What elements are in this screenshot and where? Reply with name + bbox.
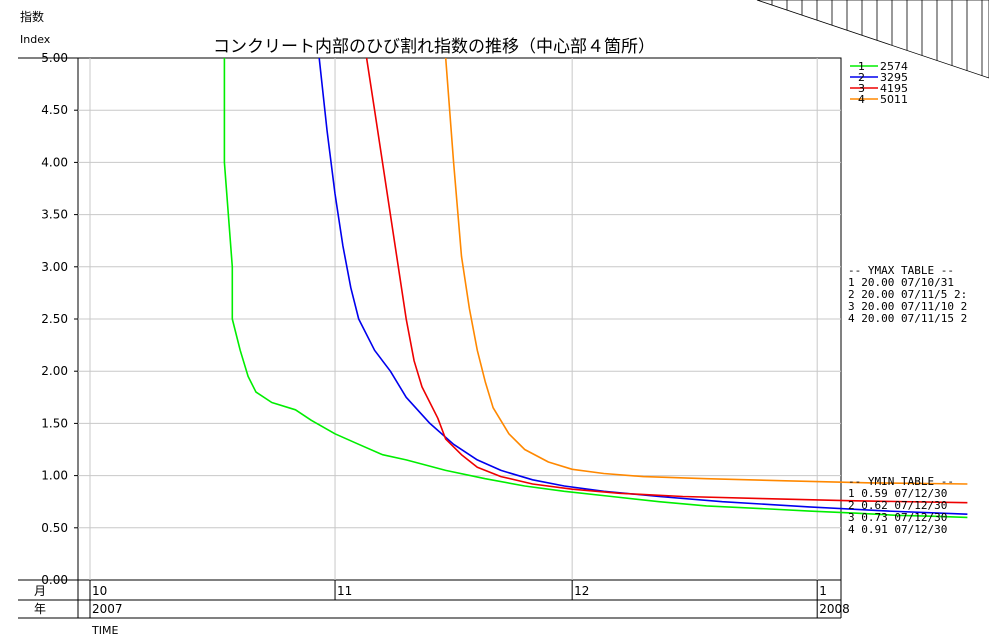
y-axis-label-en: Index bbox=[20, 33, 51, 46]
series-line-2 bbox=[318, 57, 968, 515]
y-tick-label: 4.00 bbox=[41, 155, 68, 169]
legend-index: 3 bbox=[858, 82, 865, 95]
y-tick-label: 2.50 bbox=[41, 312, 68, 326]
corner-hatch-decoration bbox=[756, 0, 989, 79]
grid-lines bbox=[74, 57, 841, 581]
legend-label: 3295 bbox=[880, 71, 908, 84]
ymax-table-row: 1 20.00 07/10/31 bbox=[848, 276, 954, 289]
legend-index: 4 bbox=[858, 93, 865, 106]
legend-label: 5011 bbox=[880, 93, 908, 106]
ymin-table-row: 2 0.62 07/12/30 bbox=[848, 499, 947, 512]
y-tick-labels: 0.00 0.50 1.00 1.50 2.00 2.50 3.00 3.50 4.00 4.50… bbox=[41, 51, 68, 587]
ymin-table-row: 1 0.59 07/12/30 bbox=[848, 487, 947, 500]
y-axis-label-jp: 指数 bbox=[20, 9, 44, 24]
ymin-table-header: -- YMIN TABLE -- bbox=[848, 475, 954, 488]
y-tick-label: 0.50 bbox=[41, 521, 68, 535]
hatch-outline bbox=[756, 0, 989, 79]
legend-index: 1 bbox=[858, 60, 865, 73]
legend: 1 2574 2 3295 3 4195 4 5011 bbox=[850, 60, 908, 106]
series-line-3 bbox=[365, 57, 968, 504]
legend-label: 4195 bbox=[880, 82, 908, 95]
y-tick-label: 3.00 bbox=[41, 260, 68, 274]
legend-label: 2574 bbox=[880, 60, 908, 73]
year-label: 2007 bbox=[92, 602, 123, 616]
ymax-table-header: -- YMAX TABLE -- bbox=[848, 264, 954, 277]
ymin-table-row: 4 0.91 07/12/30 bbox=[848, 523, 947, 536]
y-tick-label: 4.50 bbox=[41, 103, 68, 117]
y-tick-label: 1.50 bbox=[41, 416, 68, 430]
series-lines bbox=[223, 57, 968, 519]
x-axis-label: TIME bbox=[91, 624, 118, 636]
y-tick-label: 5.00 bbox=[41, 51, 68, 65]
y-tick-label: 0.00 bbox=[41, 573, 68, 587]
month-row-label: 月 bbox=[34, 584, 46, 598]
x-axis-rows: 10 11 12 1 2007 2008 bbox=[89, 580, 850, 618]
month-label: 1 bbox=[819, 584, 827, 598]
ymax-table: -- YMAX TABLE -- 1 20.00 07/10/31 2 20.0… bbox=[848, 264, 967, 325]
y-tick-label: 2.00 bbox=[41, 364, 68, 378]
chart-title: コンクリート内部のひび割れ指数の推移（中心部４箇所） bbox=[213, 37, 655, 57]
legend-index: 2 bbox=[858, 71, 865, 84]
ymax-table-row: 2 20.00 07/11/5 2: bbox=[848, 288, 967, 301]
ymax-table-row: 3 20.00 07/11/10 2 bbox=[848, 300, 967, 313]
year-row-label: 年 bbox=[34, 602, 46, 616]
series-line-4 bbox=[444, 57, 968, 485]
ymin-table: -- YMIN TABLE -- 1 0.59 07/12/30 2 0.62 … bbox=[848, 475, 954, 536]
year-label: 2008 bbox=[819, 602, 850, 616]
series-line-1 bbox=[223, 58, 968, 519]
ymin-table-row: 3 0.73 07/12/30 bbox=[848, 511, 947, 524]
y-tick-label: 3.50 bbox=[41, 208, 68, 222]
month-label: 10 bbox=[92, 584, 107, 598]
month-label: 12 bbox=[574, 584, 589, 598]
y-tick-label: 1.00 bbox=[41, 469, 68, 483]
month-label: 11 bbox=[337, 584, 352, 598]
ymax-table-row: 4 20.00 07/11/15 2 bbox=[848, 312, 967, 325]
